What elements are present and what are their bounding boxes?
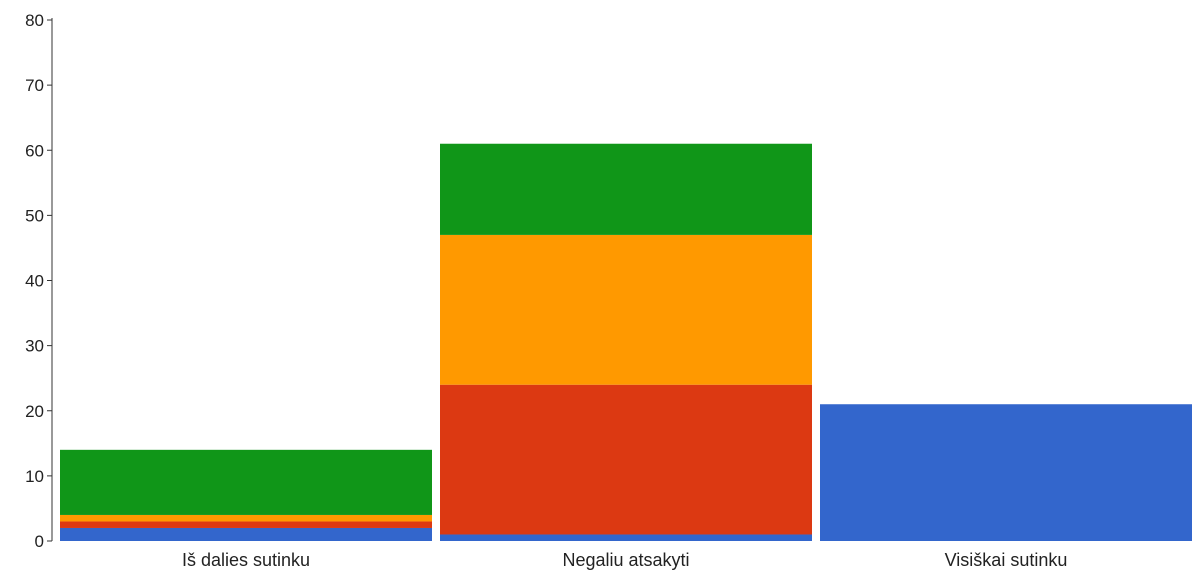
y-tick-label: 30 <box>25 337 44 356</box>
y-axis: 0 10 20 30 40 50 60 70 80 <box>25 11 53 551</box>
y-tick-label: 70 <box>25 76 44 95</box>
y-tick-label: 50 <box>25 206 44 225</box>
bar-segment <box>440 234 812 385</box>
bar-segment <box>60 521 432 528</box>
bar-segment <box>60 527 432 541</box>
bar-segment <box>820 404 1192 541</box>
bar-segment <box>440 143 812 235</box>
bar-segment <box>440 534 812 541</box>
x-category-label: Negaliu atsakyti <box>562 550 689 570</box>
bar-segment <box>440 384 812 535</box>
y-tick-label: 80 <box>25 11 44 30</box>
bars <box>60 143 1192 541</box>
category-labels: Iš dalies sutinku Negaliu atsakyti Visiška… <box>182 550 1067 570</box>
y-tick-label: 60 <box>25 141 44 160</box>
y-tick-label: 20 <box>25 402 44 421</box>
y-tick-label: 40 <box>25 272 44 291</box>
x-category-label: Visiškai sutinku <box>945 550 1068 570</box>
bar-segment <box>60 514 432 522</box>
bar-segment <box>60 449 432 515</box>
x-category-label: Iš dalies sutinku <box>182 550 310 570</box>
y-tick-label: 0 <box>35 532 44 551</box>
y-tick-label: 10 <box>25 467 44 486</box>
